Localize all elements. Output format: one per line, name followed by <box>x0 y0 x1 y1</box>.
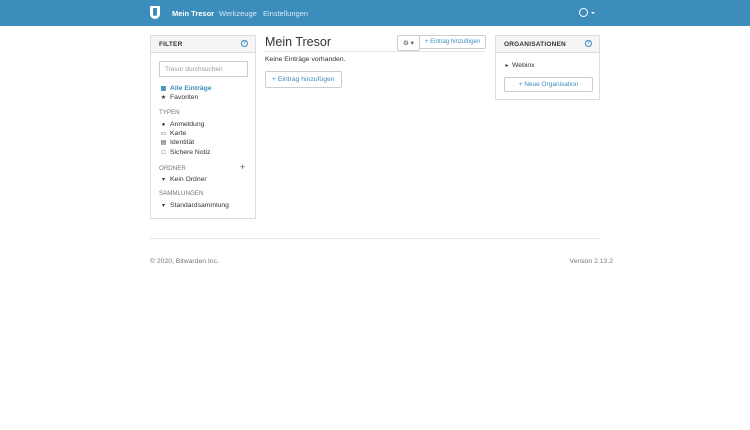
grid-icon: ▦ <box>160 86 167 92</box>
type-identity[interactable]: ▤ Identität <box>160 139 195 146</box>
filter-title: FILTER <box>159 41 183 48</box>
nav-tools[interactable]: Werkzeuge <box>219 9 257 18</box>
caret-down-icon: ▾ <box>161 177 165 183</box>
types-heading: TYPEN <box>159 109 180 116</box>
collections-heading: SAMMLUNGEN <box>159 190 204 197</box>
new-organization-button[interactable]: + Neue Organisation <box>504 77 593 92</box>
nav-settings[interactable]: Einstellungen <box>263 9 309 18</box>
collection-item[interactable]: ▾ Standardsammlung <box>161 202 229 209</box>
bitwarden-logo-icon[interactable] <box>150 6 160 19</box>
id-card-icon: ▤ <box>160 140 167 146</box>
add-folder-icon[interactable]: + <box>240 162 246 172</box>
settings-dropdown-button[interactable]: ⚙ ▾ <box>397 35 420 51</box>
navbar: Mein Tresor Werkzeuge Einstellungen <box>0 0 750 26</box>
type-card[interactable]: ▭ Karte <box>160 130 187 137</box>
divider <box>265 51 485 52</box>
folders-heading: ORDNER <box>159 165 186 172</box>
add-item-button[interactable]: + Eintrag hinzufügen <box>419 35 487 49</box>
organizations-panel: ORGANISATIONEN? ▸ Webinx + Neue Organisat… <box>495 35 600 100</box>
organization-item[interactable]: ▸ Webinx <box>505 62 535 69</box>
copyright: © 2020, Bitwarden Inc. <box>150 258 219 265</box>
version: Version 2.13.2 <box>569 258 613 265</box>
caret-right-icon: ▸ <box>505 63 509 69</box>
nav-my-vault[interactable]: Mein Tresor <box>172 9 215 18</box>
note-icon: □ <box>161 150 166 156</box>
type-login[interactable]: ● Anmeldung <box>161 121 205 128</box>
filter-favorites[interactable]: ★ Favoriten <box>160 94 199 101</box>
add-item-big-button[interactable]: + Eintrag hinzufügen <box>265 71 342 88</box>
caret-down-icon[interactable] <box>591 12 595 14</box>
help-icon[interactable]: ? <box>585 40 592 47</box>
credit-card-icon: ▭ <box>160 131 167 137</box>
folder-item[interactable]: ▾ Kein Ordner <box>161 176 207 183</box>
star-icon: ★ <box>160 95 167 101</box>
caret-down-icon: ▾ <box>161 203 165 209</box>
footer-divider <box>150 238 600 239</box>
user-account-icon[interactable] <box>579 8 588 17</box>
gear-icon: ⚙ ▾ <box>403 40 414 47</box>
organizations-title: ORGANISATIONEN <box>504 41 566 48</box>
globe-icon: ● <box>161 122 166 128</box>
help-icon[interactable]: ? <box>241 40 248 47</box>
empty-message: Keine Einträge vorhanden. <box>265 56 346 63</box>
page-title: Mein Tresor <box>265 35 331 49</box>
type-secure-note[interactable]: □ Sichere Notiz <box>161 149 211 156</box>
filter-panel: FILTER? Tresor durchsuchen ▦ Alle Einträg… <box>150 35 256 219</box>
filter-all-items[interactable]: ▦ Alle Einträge <box>160 85 212 92</box>
search-input[interactable]: Tresor durchsuchen <box>159 61 248 77</box>
